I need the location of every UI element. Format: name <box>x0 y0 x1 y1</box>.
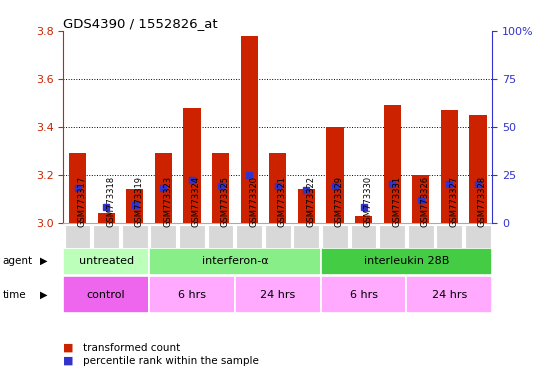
Text: 24 hrs: 24 hrs <box>260 290 295 300</box>
Bar <box>326 127 344 223</box>
Text: untreated: untreated <box>79 256 134 266</box>
Text: time: time <box>3 290 26 300</box>
Text: ▶: ▶ <box>40 290 47 300</box>
FancyBboxPatch shape <box>406 276 492 313</box>
Text: 6 hrs: 6 hrs <box>178 290 206 300</box>
FancyBboxPatch shape <box>321 248 492 275</box>
FancyBboxPatch shape <box>122 225 147 275</box>
FancyBboxPatch shape <box>408 225 433 275</box>
FancyBboxPatch shape <box>179 225 205 275</box>
Bar <box>412 175 430 223</box>
FancyBboxPatch shape <box>294 225 319 275</box>
FancyBboxPatch shape <box>322 225 348 275</box>
Text: 24 hrs: 24 hrs <box>432 290 467 300</box>
FancyBboxPatch shape <box>265 225 290 275</box>
Text: GSM773321: GSM773321 <box>278 176 287 227</box>
Text: GSM773319: GSM773319 <box>135 176 144 227</box>
Bar <box>97 213 115 223</box>
FancyBboxPatch shape <box>236 225 262 275</box>
FancyBboxPatch shape <box>437 225 462 275</box>
FancyBboxPatch shape <box>351 225 376 275</box>
Text: GSM773317: GSM773317 <box>78 176 86 227</box>
FancyBboxPatch shape <box>149 248 321 275</box>
Text: GSM773326: GSM773326 <box>421 176 430 227</box>
Text: GSM773325: GSM773325 <box>221 176 229 227</box>
Text: GSM773327: GSM773327 <box>449 176 458 227</box>
Bar <box>212 153 229 223</box>
FancyBboxPatch shape <box>465 225 491 275</box>
FancyBboxPatch shape <box>63 248 149 275</box>
Bar <box>126 189 144 223</box>
FancyBboxPatch shape <box>65 225 90 275</box>
Text: GSM773329: GSM773329 <box>335 176 344 227</box>
Text: agent: agent <box>3 256 33 266</box>
Text: GSM773331: GSM773331 <box>392 176 401 227</box>
Text: ■: ■ <box>63 356 74 366</box>
Bar <box>269 153 287 223</box>
FancyBboxPatch shape <box>321 276 406 313</box>
Text: GSM773328: GSM773328 <box>478 176 487 227</box>
Text: GSM773323: GSM773323 <box>163 176 172 227</box>
Text: GSM773330: GSM773330 <box>364 176 372 227</box>
Text: GSM773320: GSM773320 <box>249 176 258 227</box>
Text: GSM773318: GSM773318 <box>106 176 115 227</box>
Bar <box>355 215 372 223</box>
FancyBboxPatch shape <box>63 276 149 313</box>
FancyBboxPatch shape <box>208 225 233 275</box>
FancyBboxPatch shape <box>379 225 405 275</box>
Text: GSM773324: GSM773324 <box>192 176 201 227</box>
Text: GSM773322: GSM773322 <box>306 176 315 227</box>
FancyBboxPatch shape <box>151 225 176 275</box>
Bar <box>69 153 86 223</box>
Text: 6 hrs: 6 hrs <box>350 290 377 300</box>
Text: ▶: ▶ <box>40 256 47 266</box>
FancyBboxPatch shape <box>149 276 235 313</box>
FancyBboxPatch shape <box>235 276 321 313</box>
Bar <box>383 105 401 223</box>
Bar <box>240 36 258 223</box>
Text: interferon-α: interferon-α <box>201 256 268 266</box>
FancyBboxPatch shape <box>94 225 119 275</box>
Bar <box>469 115 487 223</box>
Bar <box>155 153 172 223</box>
Text: interleukin 28B: interleukin 28B <box>364 256 449 266</box>
Text: percentile rank within the sample: percentile rank within the sample <box>82 356 258 366</box>
Bar <box>183 108 201 223</box>
Text: transformed count: transformed count <box>82 343 180 353</box>
Text: GDS4390 / 1552826_at: GDS4390 / 1552826_at <box>63 17 218 30</box>
Bar <box>441 110 458 223</box>
Text: ■: ■ <box>63 343 74 353</box>
Text: control: control <box>87 290 125 300</box>
Bar <box>298 189 315 223</box>
